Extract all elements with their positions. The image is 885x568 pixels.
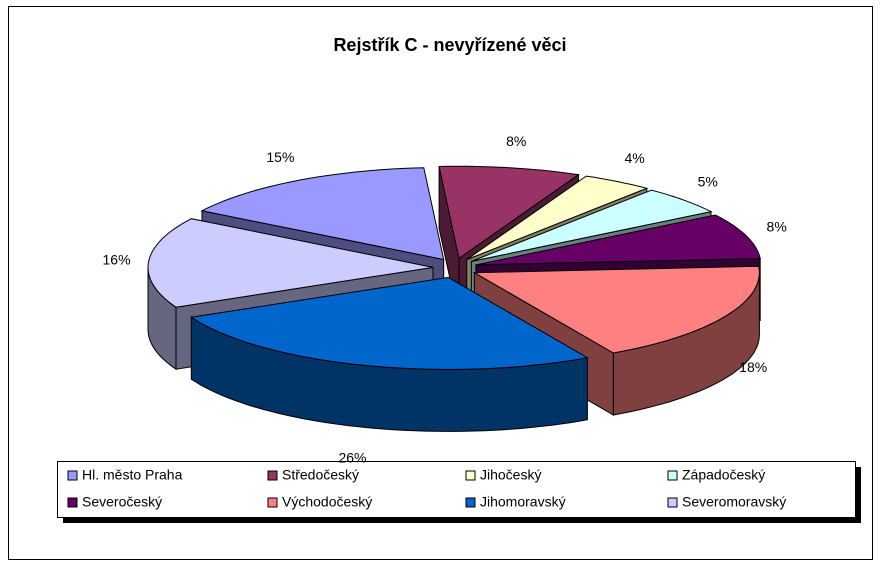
slice	[472, 265, 760, 354]
slice	[438, 165, 580, 260]
legend-swatch	[267, 497, 278, 508]
legend-label: Středočeský	[282, 467, 359, 483]
legend-swatch	[465, 470, 476, 481]
legend-swatch	[465, 497, 476, 508]
data-label: 26%	[338, 450, 366, 466]
data-label: 4%	[625, 150, 645, 166]
slice	[471, 189, 713, 262]
legend-label: Hl. město Praha	[82, 467, 183, 483]
legend-label: Východočeský	[282, 494, 372, 510]
slice	[466, 175, 649, 261]
legend-swatch	[267, 470, 278, 481]
legend: Hl. město Praha Středočeský Jihočeský Západ…	[67, 467, 786, 510]
legend-swatch	[67, 470, 78, 481]
legend-swatch	[667, 497, 678, 508]
data-label: 16%	[103, 252, 131, 268]
legend-label: Jihomoravský	[480, 494, 566, 510]
legend-swatch	[667, 470, 678, 481]
legend-box	[57, 461, 856, 518]
data-label: 15%	[266, 149, 294, 165]
legend-label: Severomoravský	[682, 494, 786, 510]
slice	[189, 276, 589, 370]
data-label: 18%	[739, 359, 767, 375]
slice	[200, 167, 445, 261]
slice	[147, 218, 434, 308]
pie	[147, 165, 761, 432]
slice	[475, 214, 761, 266]
data-label: 8%	[506, 133, 526, 149]
data-label: 5%	[698, 173, 718, 189]
data-label: 8%	[767, 218, 787, 234]
legend-label: Jihočeský	[480, 467, 541, 483]
chart-title: Rejstřík C - nevyřízené věci	[333, 35, 566, 55]
legend-label: Západočeský	[682, 467, 765, 483]
legend-swatch	[67, 497, 78, 508]
legend-label: Severočeský	[82, 494, 162, 510]
